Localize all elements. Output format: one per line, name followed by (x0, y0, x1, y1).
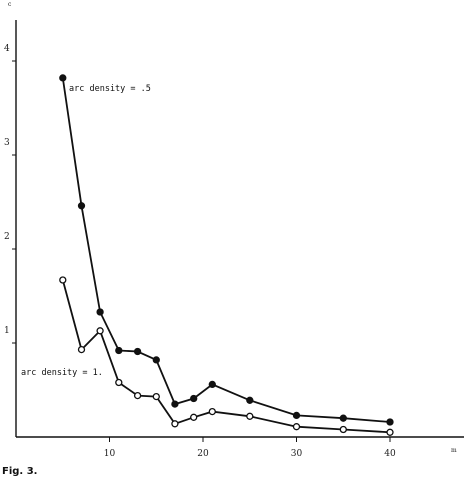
series-1-point-7 (171, 400, 179, 408)
series-2-point-12 (339, 425, 347, 434)
series-1-point-5 (133, 347, 142, 356)
x-tick-label-30: 30 (291, 449, 303, 459)
series-1-point-9 (208, 380, 216, 389)
axis-ticks: 10 20 30 40 1 2 3 4 (4, 44, 396, 459)
series-2-point-11 (292, 423, 301, 431)
x-tick-label-40: 40 (384, 449, 396, 459)
series-line-2 (61, 279, 391, 434)
series-1-point-6 (152, 356, 160, 364)
series-2-point-10 (246, 412, 254, 420)
y-tick-label-3: 3 (4, 138, 10, 148)
figure-caption: Fig. 3. (2, 466, 37, 477)
x-tick-label-10: 10 (104, 449, 116, 459)
series-2-point-3 (96, 327, 104, 335)
series-2-point-1 (59, 276, 67, 284)
x-tick-label-20: 20 (197, 449, 209, 459)
series-2-point-9 (208, 407, 216, 416)
series-2-point-2 (77, 345, 86, 354)
x-axis-label: m (451, 447, 457, 454)
series-layer (59, 74, 394, 436)
series-1-point-2 (77, 202, 86, 210)
series-1-point-1 (59, 74, 67, 82)
series-1-point-10 (246, 396, 254, 404)
y-tick-label-4: 4 (4, 44, 10, 54)
series-1-point-12 (339, 414, 347, 422)
series-line-1 (61, 77, 391, 423)
y-axis-label: c (8, 1, 12, 8)
series-2-point-6 (152, 392, 160, 401)
series-2-point-4 (115, 378, 123, 387)
y-tick-label-2: 2 (4, 232, 10, 242)
y-tick-label-1: 1 (4, 326, 10, 336)
series-2-point-13 (386, 428, 394, 436)
series-1-point-8 (190, 394, 198, 403)
legend-label-arc-density-1: arc density = 1. (21, 368, 103, 378)
series-1-point-13 (386, 418, 394, 426)
series-1-point-11 (292, 411, 301, 420)
legend-label-arc-density-0-5: arc density = .5 (69, 84, 151, 94)
series-2-point-7 (171, 420, 179, 428)
series-1-point-4 (115, 346, 123, 355)
series-2-point-8 (190, 413, 198, 421)
series-2-point-5 (133, 391, 142, 400)
series-1-point-3 (96, 308, 104, 316)
